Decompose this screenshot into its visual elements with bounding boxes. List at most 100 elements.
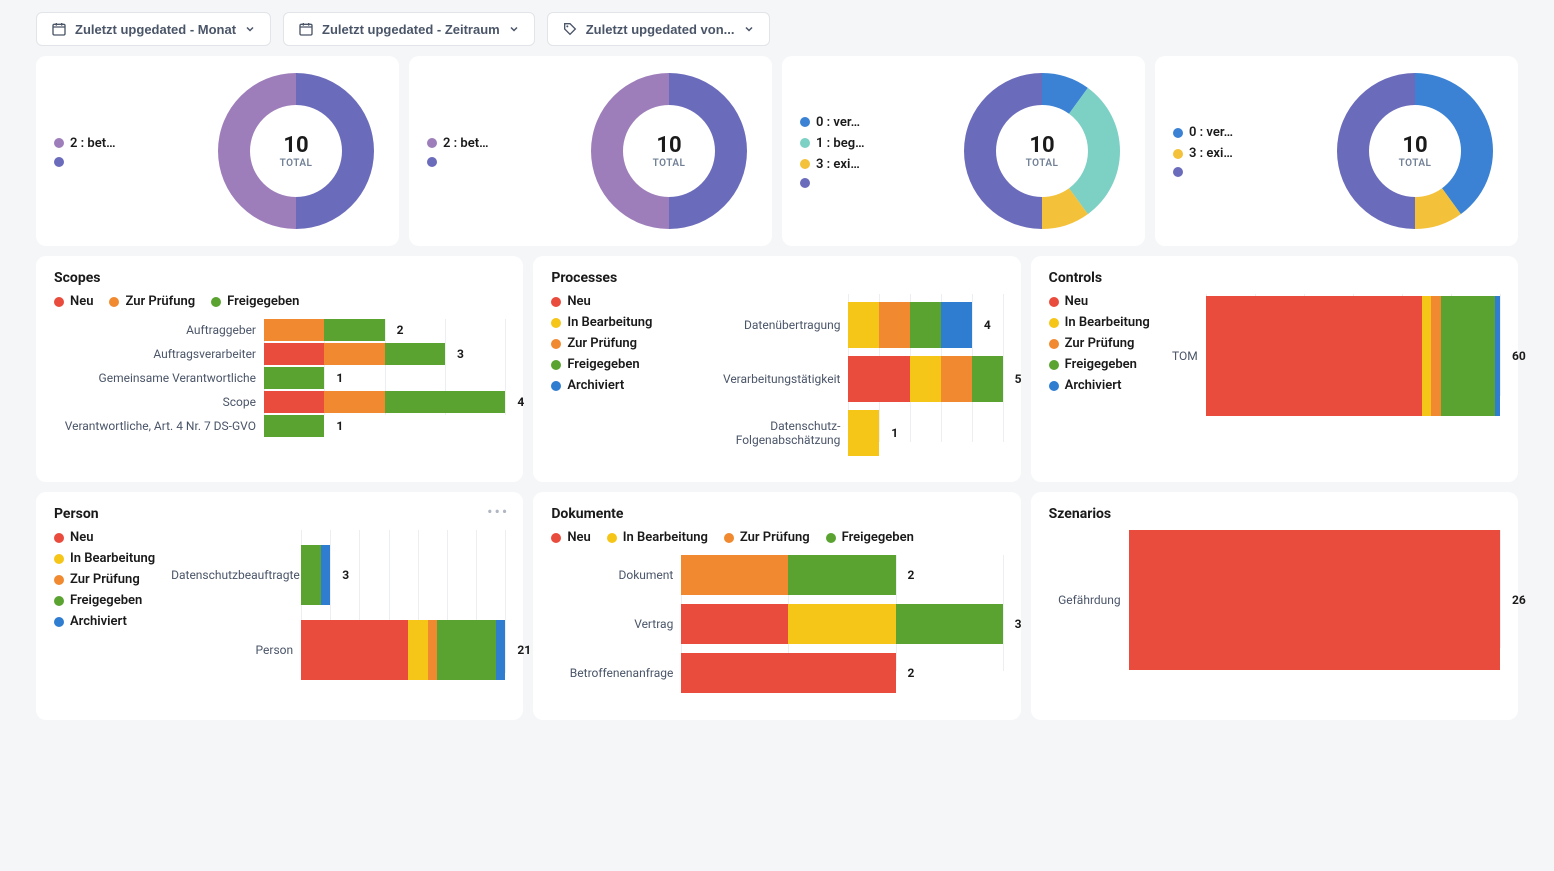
bar-segment[interactable] [681, 604, 788, 644]
bar-value: 1 [891, 426, 898, 440]
bar-segment[interactable] [1431, 296, 1441, 416]
bar-segment[interactable] [324, 343, 384, 365]
legend-dot [54, 596, 64, 606]
bar-segment[interactable] [428, 620, 438, 680]
bar-value: 4 [517, 395, 524, 409]
legend-item[interactable]: 0 : ver… [1173, 125, 1324, 140]
legend-dot [54, 138, 64, 148]
donut-total: 10 [1402, 133, 1427, 158]
bar-segment[interactable] [848, 410, 879, 456]
legend-item[interactable]: Zur Prüfung [551, 336, 652, 351]
legend-dot [54, 554, 64, 564]
legend-item[interactable]: 2 : bet… [427, 136, 578, 151]
legend-item[interactable]: Freigegeben [826, 530, 914, 545]
legend-item[interactable]: 2 : bet… [54, 136, 205, 151]
bar-segment[interactable] [385, 391, 506, 413]
legend-item[interactable]: In Bearbeitung [54, 551, 155, 566]
legend-item[interactable]: In Bearbeitung [551, 315, 652, 330]
legend-item[interactable]: Archiviert [1049, 378, 1150, 393]
bar-segment[interactable] [681, 555, 788, 595]
donut-chart[interactable]: 10TOTAL [584, 66, 754, 236]
bar-segment[interactable] [879, 302, 910, 348]
legend-item[interactable]: Neu [551, 294, 652, 309]
bar-segment[interactable] [941, 356, 972, 402]
bar-segment[interactable] [324, 319, 384, 341]
bar-value: 60 [1512, 349, 1526, 363]
more-icon[interactable]: ••• [487, 502, 509, 521]
legend-dot [1049, 339, 1059, 349]
legend-item[interactable]: Neu [54, 530, 155, 545]
legend-item[interactable]: Neu [551, 530, 590, 545]
legend-item[interactable]: Zur Prüfung [724, 530, 810, 545]
bar-segment[interactable] [941, 302, 972, 348]
bar-segment[interactable] [1495, 296, 1500, 416]
legend-item[interactable]: Freigegeben [1049, 357, 1150, 372]
legend-item[interactable]: Freigegeben [551, 357, 652, 372]
legend-item[interactable]: Neu [1049, 294, 1150, 309]
bar-segment[interactable] [264, 391, 324, 413]
filter-button[interactable]: Zuletzt upgedated - Zeitraum [283, 12, 535, 46]
bar-segment[interactable] [264, 343, 324, 365]
chart-card-scopes: ScopesNeuZur PrüfungFreigegebenAuftragge… [36, 256, 523, 482]
legend-item[interactable]: Freigegeben [211, 294, 299, 309]
chart-row: TOM60 [1166, 296, 1500, 416]
donut-chart[interactable]: 10TOTAL [211, 66, 381, 236]
legend-item[interactable]: In Bearbeitung [1049, 315, 1150, 330]
legend-item[interactable]: Zur Prüfung [54, 572, 155, 587]
bar-segment[interactable] [408, 620, 427, 680]
bar-segment[interactable] [788, 555, 895, 595]
filter-button[interactable]: Zuletzt upgedated von... [547, 12, 770, 46]
bar-segment[interactable] [896, 604, 1003, 644]
category-label: Gefährdung [1049, 593, 1129, 607]
legend-item[interactable] [1173, 167, 1324, 177]
bar-track: 4 [848, 302, 1002, 348]
bar-segment[interactable] [848, 302, 879, 348]
legend-dot [427, 157, 437, 167]
legend-item[interactable]: 3 : exi… [800, 157, 951, 172]
donut-chart[interactable]: 10TOTAL [1330, 66, 1500, 236]
legend-item[interactable]: 0 : ver… [800, 115, 951, 130]
legend-item[interactable]: 3 : exi… [1173, 146, 1324, 161]
donut-legend: 0 : ver… 1 : beg… 3 : exi… [800, 115, 951, 188]
legend-item[interactable]: Zur Prüfung [1049, 336, 1150, 351]
bar-segment[interactable] [321, 545, 331, 605]
bar-segment[interactable] [972, 356, 1003, 402]
donut-chart[interactable]: 10TOTAL [957, 66, 1127, 236]
legend-item[interactable]: Archiviert [551, 378, 652, 393]
bar-segment[interactable] [910, 356, 941, 402]
legend-item[interactable]: Neu [54, 294, 93, 309]
bar-segment[interactable] [496, 620, 506, 680]
legend-item[interactable]: Archiviert [54, 614, 155, 629]
bar-segment[interactable] [264, 367, 324, 389]
bar-segment[interactable] [788, 604, 895, 644]
bar-segment[interactable] [1422, 296, 1432, 416]
chart-plot: Gefährdung26 [1049, 530, 1500, 670]
legend-item[interactable]: 1 : beg… [800, 136, 951, 151]
legend-item[interactable]: Freigegeben [54, 593, 155, 608]
legend-item[interactable] [54, 157, 205, 167]
legend-label: In Bearbeitung [1065, 315, 1150, 330]
bar-segment[interactable] [264, 319, 324, 341]
bar-segment[interactable] [301, 545, 320, 605]
bar-segment[interactable] [264, 415, 324, 437]
legend-item[interactable]: In Bearbeitung [607, 530, 708, 545]
chart-plot: Datenschutzbeauftragte3Person21 [171, 530, 505, 695]
bar-segment[interactable] [385, 343, 445, 365]
category-label: Auftraggeber [54, 323, 264, 337]
category-label: Gemeinsame Verantwortliche [54, 371, 264, 385]
bar-segment[interactable] [437, 620, 495, 680]
bar-segment[interactable] [301, 620, 408, 680]
calendar-icon [298, 21, 314, 37]
bar-stacks [681, 555, 1002, 595]
bar-segment[interactable] [910, 302, 941, 348]
bar-segment[interactable] [848, 356, 910, 402]
filter-button[interactable]: Zuletzt upgedated - Monat [36, 12, 271, 46]
bar-segment[interactable] [1441, 296, 1495, 416]
legend-item[interactable]: Zur Prüfung [109, 294, 195, 309]
legend-item[interactable] [427, 157, 578, 167]
bar-segment[interactable] [681, 653, 895, 693]
bar-segment[interactable] [1129, 530, 1500, 670]
bar-segment[interactable] [324, 391, 384, 413]
bar-segment[interactable] [1206, 296, 1422, 416]
legend-item[interactable] [800, 178, 951, 188]
